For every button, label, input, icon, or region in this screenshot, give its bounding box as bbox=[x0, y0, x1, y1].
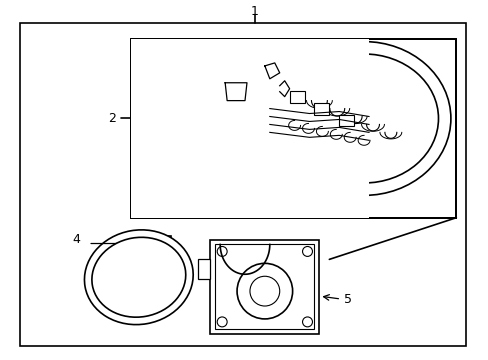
Ellipse shape bbox=[277, 41, 450, 195]
Bar bbox=[314, 103, 328, 114]
Bar bbox=[148, 109, 170, 126]
Bar bbox=[131, 39, 455, 218]
Circle shape bbox=[217, 247, 226, 256]
Circle shape bbox=[237, 264, 292, 319]
Circle shape bbox=[217, 317, 226, 327]
Bar bbox=[161, 235, 170, 253]
Text: 4: 4 bbox=[72, 233, 80, 246]
Circle shape bbox=[249, 276, 279, 306]
Ellipse shape bbox=[289, 54, 438, 183]
Bar bbox=[215, 244, 314, 329]
Text: 5: 5 bbox=[344, 293, 351, 306]
Bar bbox=[339, 114, 353, 126]
Bar bbox=[131, 39, 455, 218]
Circle shape bbox=[302, 247, 312, 256]
Ellipse shape bbox=[92, 237, 185, 317]
Bar bbox=[210, 239, 319, 334]
Text: 1: 1 bbox=[250, 5, 258, 18]
Ellipse shape bbox=[84, 230, 193, 325]
Bar bbox=[198, 260, 210, 279]
Text: 2: 2 bbox=[108, 112, 116, 125]
Bar bbox=[131, 39, 368, 218]
Bar bbox=[289, 91, 304, 103]
Bar bbox=[131, 39, 364, 218]
Bar bbox=[131, 39, 455, 218]
Circle shape bbox=[302, 317, 312, 327]
Text: 3: 3 bbox=[214, 57, 222, 69]
